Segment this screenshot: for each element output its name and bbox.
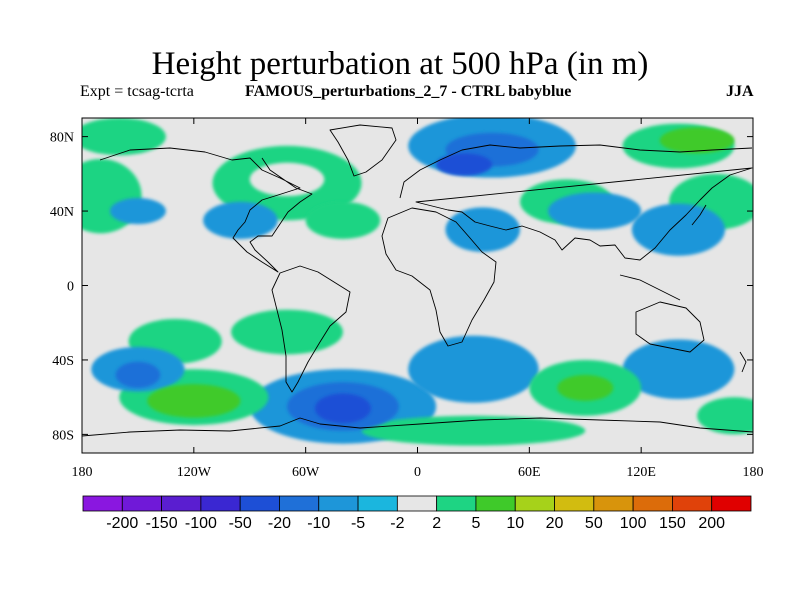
comparison-subtitle: FAMOUS_perturbations_2_7 - CTRL babyblue bbox=[245, 83, 572, 100]
anomaly-region bbox=[231, 309, 343, 355]
lon-tick-label: 180 bbox=[743, 465, 764, 480]
coast-eurasia bbox=[399, 144, 753, 261]
anomaly-region bbox=[147, 384, 241, 418]
colorbar-label: -50 bbox=[229, 515, 252, 532]
anomaly-region bbox=[659, 127, 735, 154]
colorbar-swatch bbox=[711, 495, 752, 512]
lat-tick-label: 40S bbox=[52, 354, 74, 369]
colorbar-label: -2 bbox=[390, 515, 404, 532]
anomaly-region bbox=[557, 374, 614, 401]
lon-tick-label: 180 bbox=[72, 465, 93, 480]
colorbar-labels: -200 -150 -100 -50 -20 -10 -5 -2 2 5 10 20 50 100 150 2… bbox=[106, 515, 725, 532]
lon-tick-label: 60E bbox=[518, 465, 541, 480]
coast-south-america bbox=[271, 265, 351, 393]
lat-tick-label: 80S bbox=[52, 428, 74, 443]
colorbar-swatch bbox=[396, 495, 438, 512]
colorbar-swatch bbox=[475, 495, 516, 512]
lon-tick-label: 120E bbox=[626, 465, 656, 480]
anomaly-region bbox=[631, 203, 726, 256]
season-label: JJA bbox=[726, 83, 754, 100]
anomaly-region bbox=[305, 201, 381, 239]
coastlines bbox=[82, 124, 753, 437]
anomaly-region bbox=[109, 198, 166, 225]
colorbar-swatch bbox=[318, 495, 359, 512]
colorbar-swatch bbox=[593, 495, 634, 512]
colorbar-swatch bbox=[161, 495, 202, 512]
lat-tick-label: 80N bbox=[50, 131, 74, 146]
colorbar-label: 10 bbox=[506, 515, 524, 532]
colorbar-label: -5 bbox=[351, 515, 365, 532]
coast-australia bbox=[635, 301, 705, 353]
colorbar-label: 150 bbox=[659, 515, 686, 532]
colorbar-label: 20 bbox=[546, 515, 564, 532]
colorbar-swatch bbox=[357, 495, 398, 512]
colorbar-label: -10 bbox=[307, 515, 330, 532]
lat-tick-label: 0 bbox=[67, 280, 74, 295]
coast-new-zealand bbox=[739, 351, 747, 373]
colorbar bbox=[82, 495, 752, 512]
anomaly-region bbox=[249, 162, 325, 197]
coast-islands-asia bbox=[619, 204, 707, 301]
colorbar-label: 5 bbox=[471, 515, 480, 532]
colorbar-swatch bbox=[632, 495, 673, 512]
anomaly-region bbox=[622, 339, 735, 400]
anomaly-region bbox=[436, 153, 493, 176]
colorbar-swatch bbox=[436, 495, 477, 512]
anomaly-region bbox=[314, 393, 371, 424]
coast-africa bbox=[381, 207, 497, 347]
experiment-subtitle: Expt = tcsag-tcrta bbox=[80, 83, 194, 100]
anomaly-region bbox=[361, 415, 586, 446]
colorbar-label: 50 bbox=[585, 515, 603, 532]
anomaly-region bbox=[203, 201, 278, 239]
colorbar-label: 2 bbox=[432, 515, 441, 532]
anomaly-region bbox=[445, 207, 521, 253]
colorbar-label: -150 bbox=[146, 515, 178, 532]
anomaly-region bbox=[697, 397, 753, 435]
colorbar-swatch bbox=[200, 495, 241, 512]
lon-tick-label: 120W bbox=[177, 465, 212, 480]
longitude-axis: 180 120W 60W 0 60E 120E 180 bbox=[72, 118, 764, 480]
colorbar-swatch bbox=[121, 495, 162, 512]
lon-tick-label: 0 bbox=[414, 465, 421, 480]
colorbar-swatch bbox=[672, 495, 713, 512]
height-anomaly-field bbox=[82, 118, 753, 446]
latitude-axis: 80N 40N 0 40S 80S bbox=[50, 131, 753, 443]
coast-greenland bbox=[329, 124, 397, 177]
colorbar-label: -20 bbox=[268, 515, 291, 532]
anomaly-region bbox=[547, 192, 642, 230]
coast-north-america bbox=[99, 147, 313, 273]
anomaly-region bbox=[115, 361, 161, 388]
lon-tick-label: 60W bbox=[292, 465, 320, 480]
colorbar-swatch bbox=[279, 495, 320, 512]
colorbar-swatch bbox=[514, 495, 555, 512]
colorbar-swatch bbox=[82, 495, 123, 512]
lat-tick-label: 40N bbox=[50, 205, 74, 220]
colorbar-label: -100 bbox=[185, 515, 217, 532]
colorbar-swatch bbox=[239, 495, 280, 512]
coast-antarctica bbox=[82, 417, 753, 437]
anomaly-region bbox=[82, 118, 166, 156]
colorbar-label: -200 bbox=[106, 515, 138, 532]
anomaly-region bbox=[408, 335, 539, 403]
colorbar-label: 100 bbox=[620, 515, 647, 532]
colorbar-swatch bbox=[554, 495, 595, 512]
colorbar-label: 200 bbox=[698, 515, 725, 532]
plot-title: Height perturbation at 500 hPa (in m) bbox=[151, 46, 649, 82]
